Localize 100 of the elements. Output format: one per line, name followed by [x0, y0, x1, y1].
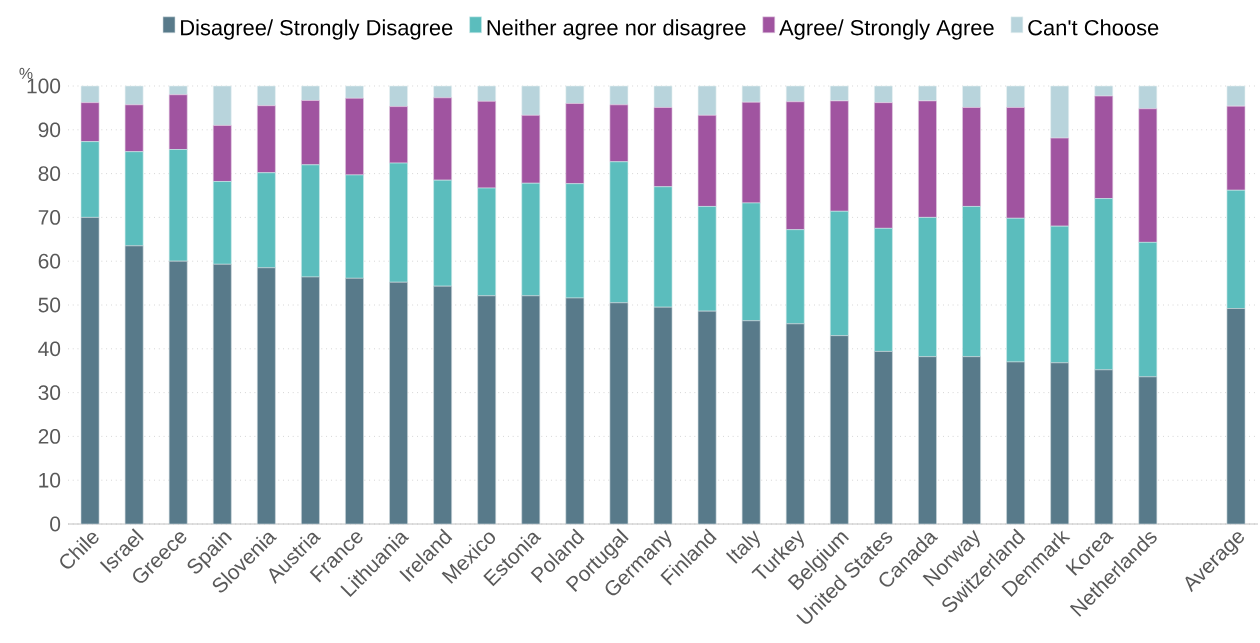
bar [521, 85, 541, 116]
bar [785, 101, 805, 230]
bar [477, 187, 497, 297]
bar [962, 107, 981, 207]
y-tick-label: 100 [27, 78, 61, 94]
bar [785, 323, 805, 525]
bar [345, 97, 364, 176]
bar [301, 100, 320, 166]
bar [477, 295, 497, 525]
bar [1050, 85, 1070, 139]
bar [653, 85, 673, 108]
bar [477, 101, 497, 189]
bar [257, 267, 276, 525]
y-tick-label: 10 [39, 472, 61, 488]
y-tick-label: 30 [38, 385, 61, 401]
bar [1226, 308, 1246, 525]
bar [1006, 217, 1025, 363]
bar [785, 229, 805, 325]
y-tick-label: 90 [38, 122, 61, 138]
bar [874, 228, 893, 352]
bar [697, 206, 717, 312]
bar [653, 186, 673, 308]
bar [433, 97, 452, 181]
bar [741, 85, 761, 103]
bar [345, 174, 364, 279]
bar [1094, 85, 1114, 97]
bar [829, 100, 849, 212]
bar [918, 356, 937, 525]
bar [212, 125, 232, 182]
y-tick-label: 50 [38, 297, 61, 313]
bar [962, 206, 981, 357]
bar [609, 302, 629, 525]
bar [1094, 95, 1114, 199]
bar [1138, 242, 1158, 378]
bar [301, 276, 320, 525]
bar [1226, 105, 1246, 191]
bar [565, 183, 585, 299]
bar [389, 281, 408, 525]
bar [785, 85, 805, 103]
bar [741, 320, 761, 525]
bar [521, 115, 541, 184]
bar [741, 202, 761, 322]
bar [829, 210, 849, 336]
bar [345, 85, 364, 99]
bar [80, 102, 100, 142]
bar [124, 85, 144, 106]
y-tick-label: 0 [50, 516, 61, 532]
bar [124, 151, 144, 247]
bar [257, 85, 276, 106]
bar [1050, 137, 1070, 227]
bar [389, 85, 408, 107]
bar [521, 295, 541, 525]
bar [257, 172, 276, 269]
bar [609, 161, 629, 304]
bar [874, 102, 893, 229]
bar [741, 101, 761, 204]
bar [829, 335, 849, 525]
y-axis-title: % [19, 67, 33, 79]
bar [389, 106, 408, 164]
bar [1138, 108, 1158, 243]
bar [1006, 85, 1025, 108]
bar [1094, 198, 1114, 371]
bar [212, 181, 232, 265]
bar [1138, 376, 1158, 525]
bar [80, 141, 100, 218]
bar [477, 85, 497, 102]
bar [212, 85, 232, 126]
bar [389, 162, 408, 283]
bar [697, 85, 717, 116]
bar [697, 310, 717, 525]
bar [168, 85, 188, 96]
bar [565, 103, 585, 184]
legend-label: Can't Choose [1028, 19, 1159, 36]
bar [1050, 362, 1070, 525]
bar [829, 85, 849, 102]
bar [168, 94, 188, 150]
bar [80, 85, 100, 103]
bar [918, 85, 937, 102]
bar [168, 149, 188, 262]
bar [521, 182, 541, 297]
y-tick-label: 70 [38, 210, 61, 225]
bar [80, 217, 100, 525]
bar [653, 107, 673, 188]
bar [301, 164, 320, 278]
bar [1006, 361, 1025, 525]
legend-label: Neither agree nor disagree [487, 19, 746, 40]
bar [1006, 107, 1025, 219]
legend-label: Agree/ Strongly Agree [779, 19, 994, 40]
bar [1050, 225, 1070, 364]
bar [345, 277, 364, 525]
bar [1094, 369, 1114, 525]
bar [124, 104, 144, 152]
y-tick-label: 80 [38, 166, 61, 182]
bar [433, 85, 452, 99]
bar [565, 85, 585, 104]
bar [124, 245, 144, 525]
bar [653, 306, 673, 525]
bar [962, 85, 981, 108]
bar [874, 351, 893, 525]
y-tick-label: 40 [38, 341, 61, 357]
